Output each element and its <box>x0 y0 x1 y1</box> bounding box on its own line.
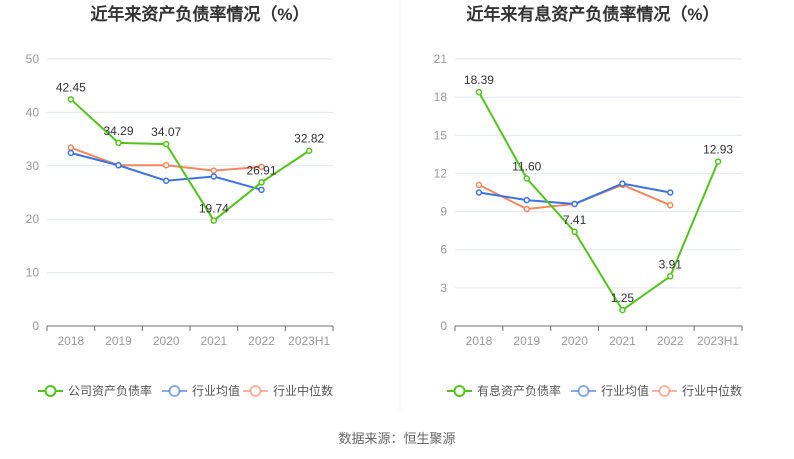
data-point-avg[interactable] <box>523 196 530 204</box>
data-point-avg[interactable] <box>210 173 218 180</box>
data-label: 1.25 <box>611 291 635 305</box>
x-tick-label: 2022 <box>657 334 684 348</box>
y-tick-label: 3 <box>440 281 447 295</box>
legend-label: 有息资产负债率 <box>477 383 561 398</box>
data-point-company[interactable] <box>523 175 530 182</box>
data-label: 3.91 <box>659 257 683 271</box>
data-point-median[interactable] <box>162 162 170 169</box>
data-point-avg[interactable] <box>115 162 122 169</box>
data-point-company[interactable] <box>571 228 578 236</box>
legend-label: 行业均值 <box>601 383 649 398</box>
y-tick-label: 6 <box>440 243 447 257</box>
x-tick-label: 2018 <box>57 334 84 348</box>
legend-marker-icon <box>658 385 671 397</box>
data-point-company[interactable] <box>162 140 170 148</box>
data-point-avg[interactable] <box>667 189 674 196</box>
data-point-company[interactable] <box>258 179 265 186</box>
x-tick-label: 2020 <box>153 334 180 348</box>
y-tick-label: 0 <box>440 319 447 333</box>
x-tick-label: 2019 <box>105 334 132 348</box>
legend-item-company[interactable]: 有息资产负债率 <box>447 383 561 398</box>
y-tick-label: 30 <box>26 159 40 173</box>
data-point-company[interactable] <box>475 88 483 96</box>
legend-label: 行业中位数 <box>273 383 333 398</box>
data-point-company[interactable] <box>619 306 626 314</box>
x-tick-label: 2023H1 <box>288 334 330 348</box>
data-point-median[interactable] <box>258 163 265 171</box>
data-point-company[interactable] <box>305 147 313 154</box>
y-tick-label: 18 <box>434 90 448 104</box>
x-tick-label: 2018 <box>466 334 493 348</box>
data-label: 19.74 <box>199 202 229 216</box>
legend-item-median[interactable]: 行业中位数 <box>652 383 742 398</box>
legend-label: 行业中位数 <box>682 383 742 398</box>
data-point-avg[interactable] <box>162 177 170 185</box>
x-tick-label: 2021 <box>200 334 227 348</box>
data-label: 26.91 <box>246 163 276 177</box>
x-tick-label: 2019 <box>513 334 540 348</box>
data-label: 34.29 <box>103 124 133 138</box>
legend-item-avg[interactable]: 行业均值 <box>162 383 240 398</box>
chart-title: 近年来有息资产负债率情况（%） <box>466 4 719 24</box>
data-point-company[interactable] <box>667 273 674 280</box>
x-tick-label: 2020 <box>561 334 588 348</box>
legend-item-avg[interactable]: 行业均值 <box>571 383 649 398</box>
legend-item-company[interactable]: 公司资产负债率 <box>38 383 152 398</box>
y-tick-label: 9 <box>440 205 447 219</box>
data-point-median[interactable] <box>210 167 218 174</box>
data-label: 42.45 <box>56 80 86 94</box>
data-label: 34.07 <box>151 125 181 139</box>
y-tick-label: 0 <box>32 319 39 333</box>
y-tick-label: 50 <box>26 52 40 66</box>
data-point-avg[interactable] <box>619 180 626 187</box>
data-point-median[interactable] <box>523 205 530 213</box>
chart-1: 近年来资产负债率情况（%） 0 10 20 30 40 50 2018 2019 2020 2021… <box>26 4 334 398</box>
x-tick-label: 2021 <box>609 334 636 348</box>
y-tick-label: 15 <box>434 128 448 142</box>
series-line-company <box>70 98 310 223</box>
series-line-company <box>478 91 720 312</box>
data-label: 12.93 <box>703 143 733 157</box>
x-tick-label: 2022 <box>248 334 275 348</box>
data-label: 32.82 <box>294 132 324 146</box>
legend-marker-icon <box>249 385 262 397</box>
y-tick-label: 10 <box>26 266 40 280</box>
data-point-avg[interactable] <box>571 200 578 208</box>
y-tick-label: 20 <box>26 212 40 226</box>
data-point-median[interactable] <box>667 201 674 209</box>
y-tick-label: 21 <box>434 52 448 66</box>
x-tick-label: 2023H1 <box>697 334 739 348</box>
data-point-company[interactable] <box>210 217 218 224</box>
legend-label: 行业均值 <box>192 383 240 398</box>
legend-label: 公司资产负债率 <box>68 383 152 398</box>
data-point-median[interactable] <box>475 181 483 189</box>
data-point-company[interactable] <box>714 158 722 165</box>
data-point-median[interactable] <box>67 144 75 151</box>
data-label: 11.60 <box>512 160 541 174</box>
data-point-avg[interactable] <box>475 189 483 196</box>
legend-item-median[interactable]: 行业中位数 <box>243 383 333 398</box>
legend-marker-icon <box>453 385 466 397</box>
chart-title: 近年来资产负债率情况（%） <box>90 4 309 24</box>
data-point-avg[interactable] <box>67 149 75 157</box>
data-point-company[interactable] <box>115 139 122 147</box>
chart-2: 近年来有息资产负债率情况（%） 0 3 6 9 12 15 18 21 2018 2019 2020 2… <box>434 4 743 398</box>
legend-marker-icon <box>44 385 57 397</box>
source-note: 数据来源：恒生聚源 <box>338 431 455 446</box>
data-label: 18.39 <box>464 73 494 87</box>
data-point-company[interactable] <box>67 96 75 103</box>
y-tick-label: 12 <box>434 166 448 180</box>
data-label: 7.41 <box>563 213 587 227</box>
legend-marker-icon <box>577 385 590 397</box>
data-point-avg[interactable] <box>258 186 265 194</box>
y-tick-label: 40 <box>26 105 40 119</box>
legend-marker-icon <box>168 385 181 397</box>
